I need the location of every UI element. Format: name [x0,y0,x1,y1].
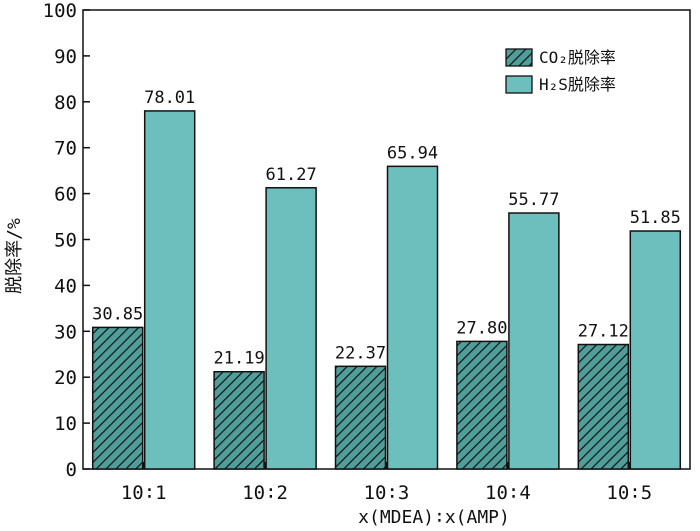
x-tick-label: 10∶5 [606,482,652,504]
legend-label-co2: CO₂脱除率 [539,48,616,67]
bars [91,110,682,470]
axes: 0 10 20 30 40 50 60 70 80 90 100 10∶1 10∶2 10∶3 10∶4 10… [43,0,691,504]
bar-co2 [91,326,144,470]
y-tick-label: 100 [43,0,77,22]
y-tick-label: 30 [54,321,77,343]
legend-label-h2s: H₂S脱除率 [539,75,616,94]
data-label: 65.94 [387,143,438,163]
legend: CO₂脱除率 H₂S脱除率 [505,48,616,94]
bar-h2s [143,110,196,470]
bar-h2s [508,212,560,470]
data-labels: 30.85 78.01 21.19 61.27 22.37 65.94 27.80 55.77… [92,88,681,369]
x-tick-label: 10∶1 [121,482,167,504]
data-label: 78.01 [144,88,195,108]
data-label: 27.80 [456,318,507,338]
data-label: 61.27 [266,165,317,185]
y-axis-title: 脱除率/% [4,218,25,294]
x-tick-label: 10∶2 [242,482,288,504]
data-label: 22.37 [335,343,386,363]
y-tick-label: 80 [54,92,77,114]
x-tick-label: 10∶4 [485,482,531,504]
data-label: 51.85 [630,208,681,228]
bar-co2 [456,340,508,470]
x-tick-label: 10∶3 [364,482,410,504]
data-label: 21.19 [214,349,265,369]
bar-co2 [334,365,387,470]
legend-swatch-co2 [505,48,533,67]
bar-h2s [386,165,439,470]
bar-co2 [213,370,265,470]
bar-h2s [265,187,317,470]
y-tick-label: 90 [54,46,77,68]
y-tick-label: 60 [54,184,77,206]
y-tick-label: 0 [66,459,77,481]
y-tick-label: 20 [54,367,77,389]
x-axis-title: x(MDEA)∶x(AMP) [358,507,510,528]
y-tick-label: 50 [54,230,77,252]
legend-swatch-h2s [505,75,533,94]
y-tick-label: 70 [54,138,77,160]
data-label: 27.12 [578,322,629,342]
bar-h2s [629,230,682,470]
y-tick-label: 10 [54,413,77,435]
data-label: 55.77 [508,190,559,210]
bar-co2 [577,343,630,470]
y-tick-label: 40 [54,275,77,297]
data-label: 30.85 [92,304,143,324]
